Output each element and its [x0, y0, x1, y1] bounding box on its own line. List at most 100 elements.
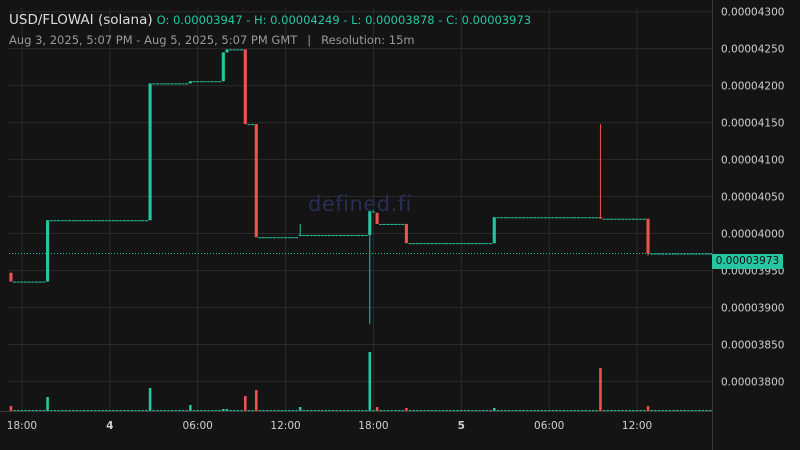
candle-body [137, 220, 141, 222]
volume-bar [269, 410, 273, 411]
candle-body [478, 243, 482, 245]
candle-body [423, 243, 427, 245]
volume-bar [511, 410, 514, 411]
candle-body [155, 83, 159, 85]
volume-bar [86, 410, 90, 411]
candle-body [159, 83, 163, 85]
volume-bar [181, 410, 185, 411]
volume-bar [529, 410, 533, 411]
candle-body [675, 253, 679, 255]
volume-bar [123, 410, 126, 411]
candle-body [170, 83, 174, 85]
candle-body [668, 253, 672, 255]
candle-body [437, 243, 441, 245]
volume-bar [276, 410, 280, 411]
candle-body [631, 218, 635, 220]
volume-bar [115, 410, 119, 411]
candle-body [97, 220, 101, 222]
candle-body [331, 235, 335, 237]
watermark-logo: defined.fi [308, 192, 412, 216]
volume-bar [412, 410, 415, 411]
candle-body [584, 217, 588, 219]
candle-body [628, 218, 632, 220]
candle-body [115, 220, 119, 222]
volume-bar [522, 410, 525, 411]
candle-body [166, 83, 170, 85]
volume-bar [350, 410, 353, 411]
candle-body [31, 281, 35, 283]
volume-bar [24, 410, 27, 411]
volume-bar [467, 410, 470, 411]
volume-bar [79, 410, 82, 411]
candle-body [130, 220, 134, 222]
volume-bar [57, 410, 60, 411]
volume-bar [104, 410, 108, 411]
volume-bar [613, 410, 617, 411]
volume-bar [562, 410, 566, 411]
volume-bar [156, 410, 159, 411]
volume-bar [441, 410, 445, 411]
candle-body [551, 217, 555, 219]
volume-bar [500, 410, 503, 411]
candle-body [401, 223, 405, 225]
volume-bar [452, 410, 456, 411]
candle-body [496, 217, 500, 219]
candle-body [463, 243, 467, 245]
volume-bar [320, 410, 324, 411]
volume-bar [31, 410, 35, 411]
volume-bar [434, 410, 437, 411]
volume-bar [584, 410, 588, 411]
volume-bar [687, 410, 690, 411]
candle-body [434, 243, 438, 245]
candle-body [122, 220, 126, 222]
volume-bar [134, 410, 137, 411]
candle-body [133, 220, 137, 222]
candle-body [177, 83, 181, 85]
volume-bar [9, 406, 13, 411]
volume-bar [580, 410, 584, 411]
candle-body [617, 218, 621, 220]
candle-body [316, 235, 321, 237]
volume-bar [698, 410, 701, 411]
candle-body [624, 218, 628, 220]
candle-body [273, 237, 277, 239]
candle-body [602, 218, 606, 220]
candle-body [16, 281, 20, 283]
volume-bar [112, 410, 115, 411]
candle-body [196, 81, 200, 83]
candle-body [657, 253, 661, 255]
volume-bar [394, 410, 397, 411]
candle-body [503, 217, 507, 219]
volume-bar [496, 410, 500, 411]
volume-bar [357, 410, 361, 411]
candle-body [254, 124, 258, 238]
volume-bar [606, 410, 610, 411]
volume-bar [474, 410, 478, 411]
volume-bar [93, 410, 97, 411]
candle-body [390, 223, 394, 225]
candle-body [445, 243, 449, 245]
volume-bar [317, 410, 320, 411]
volume-bar [265, 410, 269, 411]
open-value: O: 0.00003947 [156, 13, 243, 27]
candle-body [67, 220, 72, 222]
candle-body [386, 223, 390, 225]
candle-body [353, 235, 357, 237]
candle-body [188, 81, 192, 84]
candle-body [185, 83, 189, 85]
candle-body [64, 220, 68, 222]
volume-bar [196, 410, 199, 411]
volume-bar [379, 410, 383, 411]
candle-body [342, 235, 346, 237]
candle-body [269, 237, 273, 239]
volume-bar [654, 410, 657, 411]
candle-body [686, 253, 690, 255]
volume-bar [569, 410, 573, 411]
candle-body [708, 253, 712, 255]
candle-body [694, 253, 698, 255]
volume-bar [533, 410, 536, 411]
volume-bar [635, 410, 639, 411]
candle-body [35, 281, 39, 283]
volume-bar [463, 410, 467, 411]
